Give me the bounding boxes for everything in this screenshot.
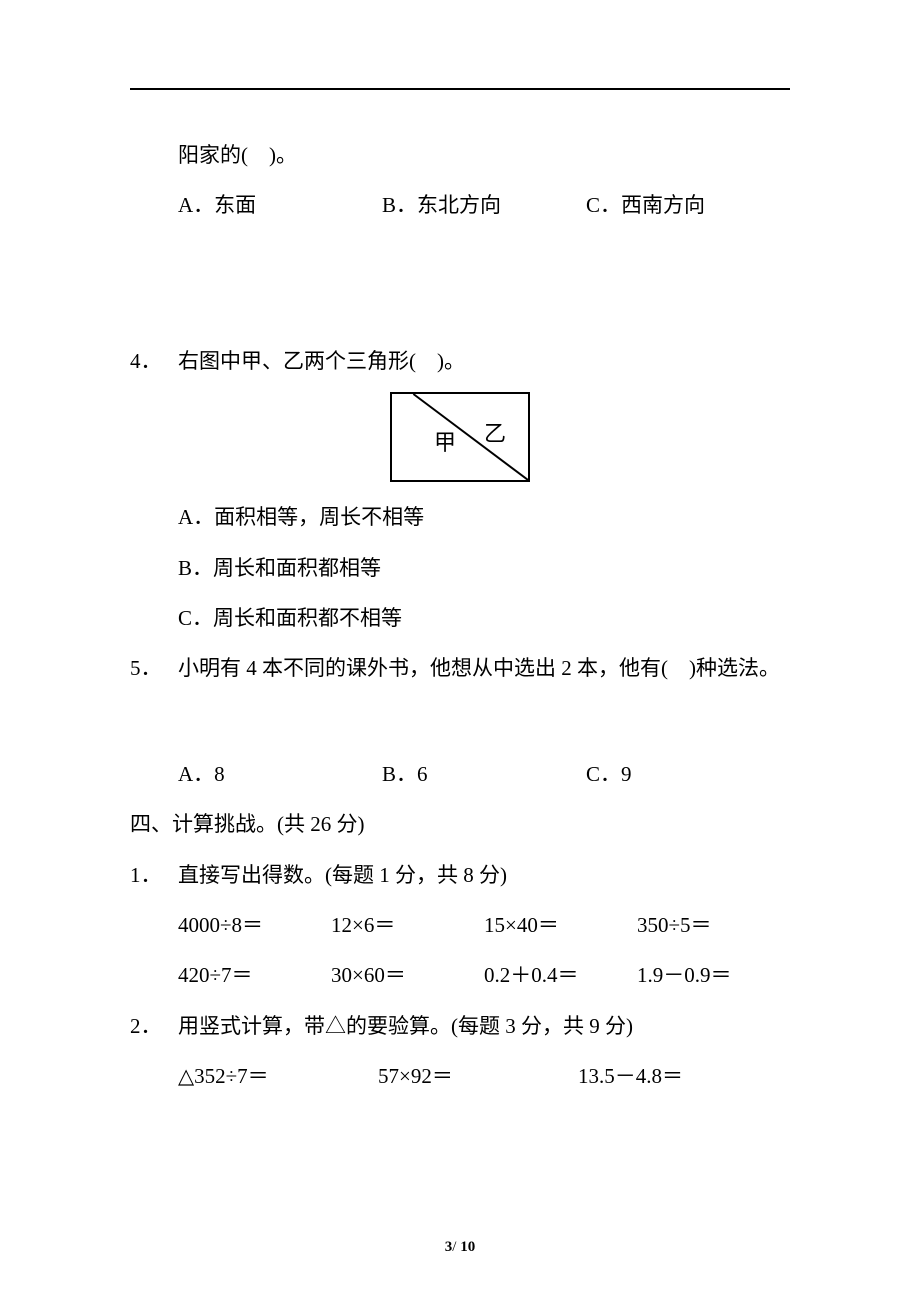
q5-option-b: B．6 <box>382 749 586 799</box>
sub2-text: 用竖式计算，带△的要验算。(每题 3 分，共 9 分) <box>178 1001 790 1051</box>
section-4: 四、计算挑战。(共 26 分) 1． 直接写出得数。(每题 1 分，共 8 分)… <box>130 799 790 1101</box>
calc-2-3: 0.2＋0.4＝ <box>484 950 637 1000</box>
calc-row-2: 420÷7＝ 30×60＝ 0.2＋0.4＝ 1.9－0.9＝ <box>178 950 790 1000</box>
page-container: 阳家的( )。 A．东面 B．东北方向 C．西南方向 4． 右图中甲、乙两个三角… <box>0 0 920 1302</box>
q4-option-b: B．周长和面积都相等 <box>178 543 790 593</box>
q5-options-row: A．8 B．6 C．9 <box>178 749 790 799</box>
calc-3-3: 13.5－4.8＝ <box>578 1051 778 1101</box>
calc-3-2: 57×92＝ <box>378 1051 578 1101</box>
section4-heading: 四、计算挑战。(共 26 分) <box>130 799 790 849</box>
sub2-line: 2． 用竖式计算，带△的要验算。(每题 3 分，共 9 分) <box>130 1001 790 1051</box>
q4-number: 4． <box>130 336 178 386</box>
q3-option-a: A．东面 <box>178 180 382 230</box>
question-5: 5． 小明有 4 本不同的课外书，他想从中选出 2 本，他有( )种选法。 A．… <box>130 643 790 799</box>
question-4: 4． 右图中甲、乙两个三角形( )。 乙 甲 A．面积相等，周长不相等 B．周长… <box>130 336 790 644</box>
q4-option-c: C．周长和面积都不相等 <box>178 593 790 643</box>
calc-row-1: 4000÷8＝ 12×6＝ 15×40＝ 350÷5＝ <box>178 900 790 950</box>
q4-line: 4． 右图中甲、乙两个三角形( )。 <box>130 336 790 386</box>
page-total: 10 <box>460 1239 475 1255</box>
q4-label-yi: 乙 <box>484 408 506 461</box>
q5-text: 小明有 4 本不同的课外书，他想从中选出 2 本，他有( )种选法。 <box>178 643 790 693</box>
q4-diagonal-line <box>392 394 528 480</box>
calc-row-3: △352÷7＝ 57×92＝ 13.5－4.8＝ <box>178 1051 790 1101</box>
calc-1-4: 350÷5＝ <box>637 900 790 950</box>
q5-line: 5． 小明有 4 本不同的课外书，他想从中选出 2 本，他有( )种选法。 <box>130 643 790 693</box>
header-rule <box>130 88 790 90</box>
page-number: 3/ 10 <box>0 1239 920 1256</box>
q4-diagram: 乙 甲 <box>390 392 530 482</box>
calc-1-2: 12×6＝ <box>331 900 484 950</box>
q3-options-row: A．东面 B．东北方向 C．西南方向 <box>178 180 790 230</box>
sub2-number: 2． <box>130 1001 178 1051</box>
q5-number: 5． <box>130 643 178 693</box>
q3-option-b: B．东北方向 <box>382 180 586 230</box>
calc-1-1: 4000÷8＝ <box>178 900 331 950</box>
q4-option-a: A．面积相等，周长不相等 <box>178 492 790 542</box>
section4-sub2: 2． 用竖式计算，带△的要验算。(每题 3 分，共 9 分) △352÷7＝ 5… <box>130 1001 790 1102</box>
q4-diagram-wrap: 乙 甲 <box>130 392 790 482</box>
calc-3-1: △352÷7＝ <box>178 1051 378 1101</box>
q4-label-jia: 甲 <box>434 417 456 470</box>
q4-text: 右图中甲、乙两个三角形( )。 <box>178 336 790 386</box>
page-sep: / <box>452 1239 460 1255</box>
section4-sub1: 1． 直接写出得数。(每题 1 分，共 8 分) 4000÷8＝ 12×6＝ 1… <box>130 850 790 1001</box>
q5-option-c: C．9 <box>586 749 790 799</box>
content-area: 阳家的( )。 A．东面 B．东北方向 C．西南方向 4． 右图中甲、乙两个三角… <box>130 130 790 1101</box>
sub1-number: 1． <box>130 850 178 900</box>
sub1-text: 直接写出得数。(每题 1 分，共 8 分) <box>178 850 790 900</box>
calc-1-3: 15×40＝ <box>484 900 637 950</box>
calc-2-4: 1.9－0.9＝ <box>637 950 790 1000</box>
q3-option-c: C．西南方向 <box>586 180 790 230</box>
calc-2-1: 420÷7＝ <box>178 950 331 1000</box>
q3-continuation-text: 阳家的( )。 <box>178 130 790 180</box>
calc-2-2: 30×60＝ <box>331 950 484 1000</box>
q4-options: A．面积相等，周长不相等 B．周长和面积都相等 C．周长和面积都不相等 <box>178 492 790 643</box>
sub1-line: 1． 直接写出得数。(每题 1 分，共 8 分) <box>130 850 790 900</box>
q5-option-a: A．8 <box>178 749 382 799</box>
